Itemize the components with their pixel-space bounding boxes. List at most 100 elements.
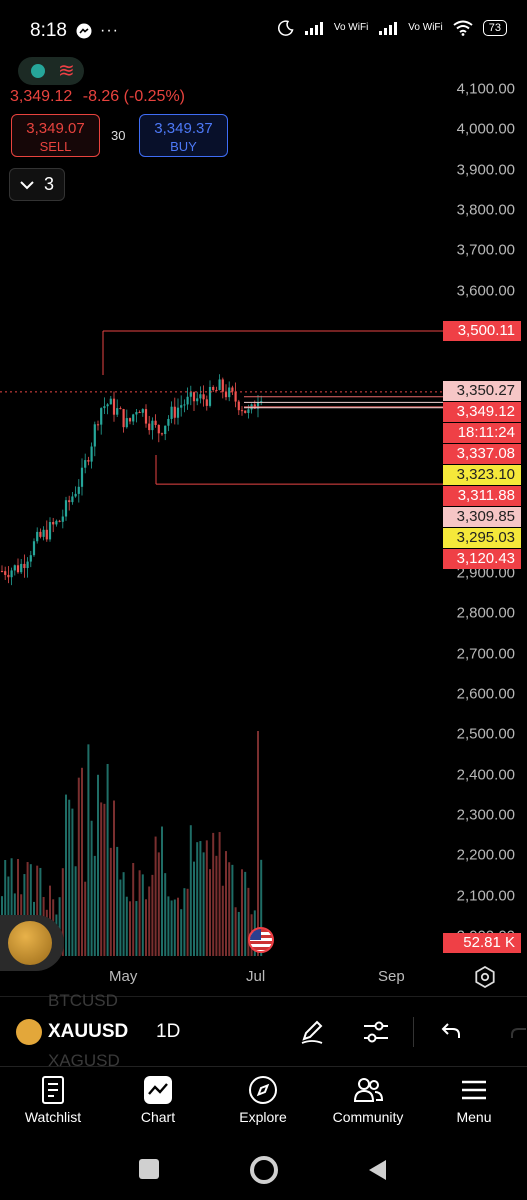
candle-body [93, 424, 96, 447]
home-button[interactable] [250, 1156, 278, 1184]
candle-body [138, 412, 141, 414]
symbol-above: BTCUSD [48, 991, 118, 1010]
status-time: 8:18 [30, 20, 67, 41]
y-tick: 2,700.00 [456, 645, 515, 663]
redo-icon[interactable] [506, 1021, 527, 1041]
volume-bar [215, 855, 218, 956]
volume-bar [202, 852, 205, 956]
price-label: 3,323.10 [443, 465, 521, 486]
nav-label: Explore [239, 1109, 287, 1125]
candle-body [151, 420, 154, 431]
candle-body [116, 408, 119, 415]
nav-explore[interactable]: Explore [213, 1075, 313, 1125]
y-tick: 2,500.00 [456, 725, 515, 743]
candle-body [234, 391, 237, 402]
nav-label: Menu [456, 1109, 492, 1125]
candle-body [39, 531, 42, 537]
undo-icon[interactable] [440, 1021, 462, 1041]
candle-body [186, 396, 189, 405]
candle-body [218, 379, 221, 390]
volume-bar [170, 900, 173, 956]
vowifi-label: Vo WiFi [333, 22, 369, 33]
candle-body [164, 425, 167, 435]
volume-bar [103, 803, 106, 956]
candle-body [173, 406, 176, 418]
draw-pen-icon[interactable] [298, 1017, 326, 1045]
recents-button[interactable] [139, 1159, 159, 1179]
y-tick: 2,100.00 [456, 887, 515, 905]
candle-body [103, 406, 106, 409]
candle-body [109, 398, 112, 405]
volume-label: 52.81 K [443, 933, 521, 953]
candle-body [247, 409, 250, 413]
buy-button[interactable]: 3,349.37 BUY [139, 114, 228, 157]
candle-body [16, 565, 20, 573]
indicators-toggle-button[interactable]: 3 [9, 168, 65, 201]
volume-bar [39, 867, 42, 956]
volume-bar [109, 847, 112, 956]
volume-bar [77, 777, 80, 956]
volume-bar [228, 862, 231, 956]
price-label: 3,500.11 [443, 320, 521, 341]
nav-community[interactable]: Community [318, 1075, 418, 1125]
volume-bar [68, 799, 71, 956]
candle-body [212, 386, 215, 390]
market-status-pill[interactable]: ≋ [18, 57, 84, 85]
time-axis[interactable]: May Jul Sep [0, 960, 527, 996]
sell-button[interactable]: 3,349.07 SELL [11, 114, 100, 157]
chevron-down-icon [20, 180, 34, 189]
volume-bar [199, 841, 202, 956]
nav-chart[interactable]: Chart [108, 1075, 208, 1125]
brand-badge-icon [8, 921, 52, 965]
volume-bar [65, 794, 67, 956]
candle-body [192, 392, 196, 402]
candle-body [202, 394, 205, 400]
toolbar-divider [413, 1017, 414, 1047]
candle-body [36, 531, 39, 542]
chart-settings-icon[interactable] [474, 966, 496, 988]
notification-icons: ··· [76, 22, 119, 40]
vowifi-label-2: Vo WiFi [408, 22, 443, 33]
y-tick: 3,600.00 [456, 282, 515, 300]
candle-body [135, 412, 138, 415]
volume-bar [173, 899, 176, 956]
volume-bar [151, 874, 154, 956]
sell-label: SELL [39, 139, 72, 154]
candle-body [119, 408, 122, 410]
volume-bar [183, 888, 186, 956]
candle-body [196, 398, 199, 402]
nav-label: Watchlist [24, 1109, 82, 1125]
volume-bar [212, 832, 215, 956]
nav-watchlist[interactable]: Watchlist [3, 1075, 103, 1125]
candle-body [231, 387, 234, 392]
candle-body [112, 398, 116, 415]
candle-body [13, 565, 16, 571]
nav-menu[interactable]: Menu [424, 1075, 524, 1125]
timeframe[interactable]: 1D [156, 1021, 181, 1042]
candle-body [20, 563, 23, 573]
price-label: 3,311.88 [443, 486, 521, 507]
symbol-name[interactable]: XAUUSD [48, 1021, 129, 1042]
brand-badge[interactable] [0, 915, 64, 971]
candle-body [154, 420, 157, 425]
quote-line: 3,349.12 -8.26 (-0.25%) [10, 88, 185, 106]
price-change-pct: (-0.25%) [123, 88, 186, 105]
volume-bar [186, 888, 189, 956]
candle-body [237, 401, 240, 411]
back-button[interactable] [366, 1158, 388, 1182]
volume-bar [148, 886, 151, 956]
volume-bar [71, 808, 74, 956]
last-price: 3,349.12 [10, 88, 73, 105]
indicators-sliders-icon[interactable] [362, 1019, 390, 1045]
volume-bar [167, 896, 170, 956]
candle-body [244, 410, 247, 413]
volume-bar [90, 820, 93, 956]
candle-body [180, 405, 183, 408]
us-flag-event-icon[interactable] [248, 927, 274, 953]
volume-bar [93, 855, 96, 956]
candle-body [189, 392, 192, 397]
watchlist-icon [42, 1076, 64, 1104]
candle-body [48, 521, 52, 540]
volume-bar [135, 901, 138, 956]
candle-body [167, 418, 170, 426]
